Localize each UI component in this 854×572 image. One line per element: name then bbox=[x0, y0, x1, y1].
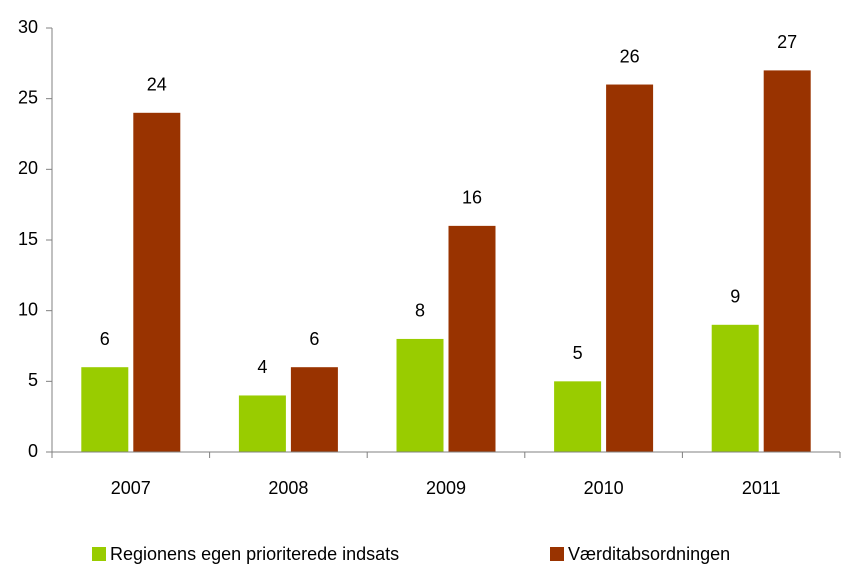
bar bbox=[606, 84, 654, 453]
y-tick-label: 10 bbox=[18, 299, 38, 319]
data-label: 26 bbox=[620, 46, 640, 66]
y-tick-label: 5 bbox=[28, 370, 38, 390]
bar bbox=[711, 324, 759, 452]
x-tick-label: 2007 bbox=[111, 478, 151, 498]
bar bbox=[554, 381, 602, 452]
y-tick-label: 30 bbox=[18, 17, 38, 37]
x-tick-label: 2008 bbox=[268, 478, 308, 498]
y-tick-label: 25 bbox=[18, 87, 38, 107]
bar bbox=[763, 70, 811, 453]
bar bbox=[396, 338, 444, 452]
data-label: 6 bbox=[100, 329, 110, 349]
y-tick-label: 15 bbox=[18, 229, 38, 249]
bar bbox=[448, 225, 496, 452]
legend-label: Værditabsordningen bbox=[568, 544, 730, 564]
x-tick-label: 2010 bbox=[584, 478, 624, 498]
data-label: 6 bbox=[309, 329, 319, 349]
legend-swatch bbox=[550, 547, 564, 561]
data-label: 27 bbox=[777, 32, 797, 52]
x-tick-label: 2011 bbox=[742, 478, 781, 498]
y-tick-label: 20 bbox=[18, 158, 38, 178]
y-tick-label: 0 bbox=[28, 441, 38, 461]
data-label: 5 bbox=[573, 343, 583, 363]
legend-label: Regionens egen prioriterede indsats bbox=[110, 544, 399, 564]
data-label: 24 bbox=[147, 75, 167, 95]
data-label: 16 bbox=[462, 188, 482, 208]
data-label: 4 bbox=[257, 357, 267, 377]
x-tick-label: 2009 bbox=[426, 478, 466, 498]
legend-swatch bbox=[92, 547, 106, 561]
bar bbox=[81, 367, 129, 452]
bar bbox=[238, 395, 286, 452]
data-label: 9 bbox=[730, 287, 740, 307]
bar bbox=[133, 112, 181, 453]
bar bbox=[290, 367, 338, 452]
data-label: 8 bbox=[415, 301, 425, 321]
